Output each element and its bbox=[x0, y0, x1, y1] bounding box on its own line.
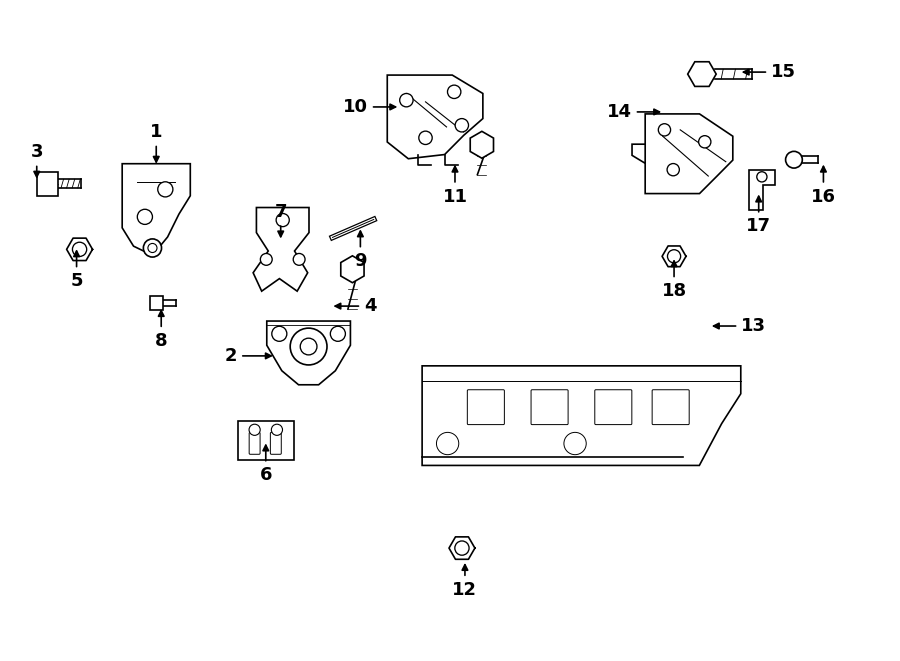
Text: 7: 7 bbox=[274, 202, 287, 237]
Text: 9: 9 bbox=[354, 231, 366, 270]
Circle shape bbox=[290, 328, 327, 365]
Circle shape bbox=[564, 432, 586, 455]
FancyBboxPatch shape bbox=[595, 390, 632, 424]
Text: 17: 17 bbox=[746, 196, 771, 235]
Circle shape bbox=[260, 253, 272, 265]
Text: 1: 1 bbox=[150, 123, 163, 162]
Circle shape bbox=[272, 424, 283, 436]
Text: 8: 8 bbox=[155, 311, 167, 350]
FancyBboxPatch shape bbox=[37, 172, 58, 196]
FancyBboxPatch shape bbox=[270, 432, 282, 454]
Circle shape bbox=[698, 136, 711, 148]
Text: 3: 3 bbox=[31, 143, 43, 177]
Polygon shape bbox=[632, 144, 645, 163]
Polygon shape bbox=[266, 321, 350, 385]
Circle shape bbox=[455, 118, 469, 132]
Circle shape bbox=[143, 239, 161, 257]
Text: 6: 6 bbox=[259, 445, 272, 485]
Circle shape bbox=[301, 338, 317, 355]
Circle shape bbox=[668, 250, 680, 263]
Circle shape bbox=[138, 210, 152, 224]
Circle shape bbox=[249, 424, 260, 436]
FancyBboxPatch shape bbox=[467, 390, 504, 424]
Polygon shape bbox=[387, 75, 483, 159]
FancyBboxPatch shape bbox=[531, 390, 568, 424]
Circle shape bbox=[667, 163, 680, 176]
Circle shape bbox=[418, 131, 432, 145]
Polygon shape bbox=[688, 61, 716, 87]
Polygon shape bbox=[422, 366, 741, 465]
Circle shape bbox=[293, 253, 305, 265]
Polygon shape bbox=[645, 114, 733, 194]
Circle shape bbox=[757, 172, 767, 182]
FancyBboxPatch shape bbox=[652, 390, 689, 424]
Circle shape bbox=[72, 242, 86, 256]
Text: 18: 18 bbox=[662, 261, 687, 300]
Circle shape bbox=[447, 85, 461, 98]
Text: 5: 5 bbox=[70, 251, 83, 290]
Text: 12: 12 bbox=[453, 564, 477, 599]
Circle shape bbox=[158, 182, 173, 197]
Circle shape bbox=[436, 432, 459, 455]
Circle shape bbox=[454, 541, 469, 555]
Circle shape bbox=[276, 214, 289, 227]
Text: 11: 11 bbox=[443, 167, 467, 206]
FancyBboxPatch shape bbox=[249, 432, 260, 454]
Circle shape bbox=[148, 243, 157, 253]
Polygon shape bbox=[470, 132, 493, 158]
Text: 15: 15 bbox=[743, 63, 796, 81]
Text: 4: 4 bbox=[335, 297, 376, 315]
FancyBboxPatch shape bbox=[150, 296, 163, 310]
Circle shape bbox=[272, 327, 287, 341]
Polygon shape bbox=[122, 164, 190, 255]
Text: 14: 14 bbox=[607, 103, 660, 121]
Text: 13: 13 bbox=[714, 317, 766, 335]
Circle shape bbox=[400, 93, 413, 107]
Circle shape bbox=[786, 151, 802, 168]
Polygon shape bbox=[749, 170, 775, 210]
Text: 10: 10 bbox=[343, 98, 396, 116]
Circle shape bbox=[330, 327, 346, 341]
Text: 16: 16 bbox=[811, 167, 836, 206]
FancyBboxPatch shape bbox=[238, 420, 293, 461]
Text: 2: 2 bbox=[225, 347, 271, 365]
Polygon shape bbox=[341, 256, 365, 283]
Circle shape bbox=[658, 124, 670, 136]
Polygon shape bbox=[253, 208, 309, 291]
